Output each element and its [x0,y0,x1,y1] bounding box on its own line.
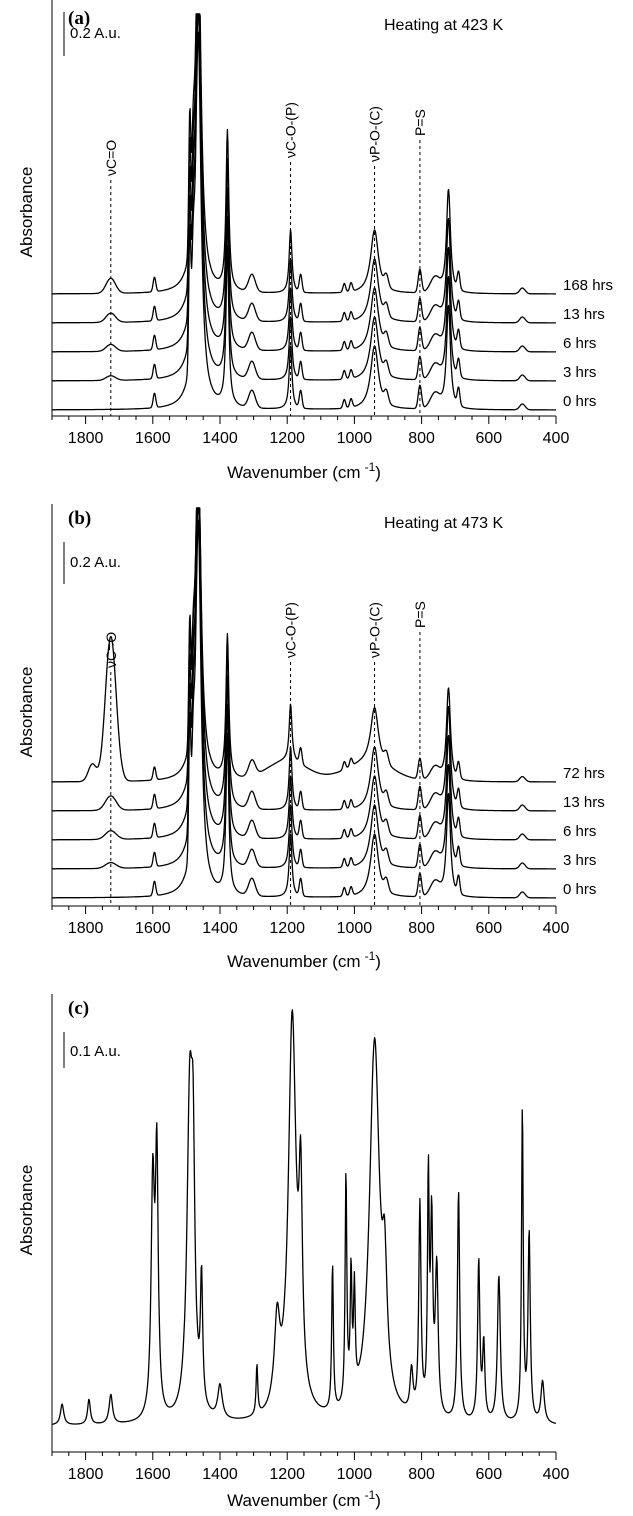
panel-a-x-tick-label: 1200 [269,430,305,447]
panel-b-x-tick-label: 1400 [202,920,238,937]
panel-b-ylabel: Absorbance [17,667,36,758]
panel-c-x-tick-label: 1400 [202,1466,238,1483]
panel-b-marker-label: νC=O [103,632,119,668]
panel-b-x-tick-label: 1600 [135,920,171,937]
panel-b-spectrum [51,519,557,899]
panel-a-marker-label: P=S [412,109,428,136]
panel-b-label: (b) [68,508,91,529]
panel-b-x-tick-label: 1200 [269,920,305,937]
panel-a-scale-bar: 0.2 A.u. [63,12,121,56]
panel-b-marker-label: P=S [412,601,428,628]
panel-b-spectrum [51,507,557,812]
panel-b: (b) Heating at 473 K Absorbance 0.2 A.u.… [17,504,605,971]
panel-c-scale-bar: 0.1 A.u. [63,1032,121,1068]
panel-c-xlabel: Wavenumber (cm -1) [227,1488,381,1510]
panel-a-markers: νC=O νC-O-(P) νP-O-(C) P=S [103,102,428,416]
panel-b-spectrum [51,507,557,783]
panel-b-xlabel-sup: -1 [365,949,376,963]
panel-a-spectrum [51,13,557,353]
panel-a-x-tick-label: 1000 [337,430,373,447]
panel-b-x-tick-label: 400 [543,920,570,937]
panel-c-x-tick-label: 400 [543,1466,570,1483]
panel-a-xlabel-close: ) [375,463,381,482]
panel-a-title: Heating at 423 K [384,17,504,34]
panel-a-xlabel-sup: -1 [365,460,376,474]
panel-a-spectrum [51,13,557,382]
panel-b-spectrum [51,507,557,870]
panel-b-axes [51,504,556,907]
panel-c-ylabel: Absorbance [17,1165,36,1256]
panel-a-ylabel: Absorbance [17,167,36,258]
panel-a: (a) Heating at 423 K Absorbance 0.2 A.u.… [17,0,613,482]
panel-c-x-tick-label: 1000 [337,1466,373,1483]
panel-b-series-label: 6 hrs [563,823,596,840]
panel-c-axes [51,994,556,1453]
panel-a-label: (a) [68,8,90,29]
panel-a-marker-label: νC=O [103,140,119,176]
panel-a-xlabel-main: Wavenumber (cm [227,463,361,482]
panel-a-x-tick-label: 800 [408,430,435,447]
panel-b-series-labels: 0 hrs 3 hrs 6 hrs 13 hrs 72 hrs [563,765,605,898]
panel-a-x-tick-label: 1600 [135,430,171,447]
panel-b-xlabel: Wavenumber (cm -1) [227,949,381,971]
panel-a-spectrum [51,13,557,295]
panel-a-xlabel: Wavenumber (cm -1) [227,460,381,482]
panel-a-x-ticks: 1800 1600 1400 1200 1000 800 600 400 [51,416,570,447]
panel-c-scale-bar-label: 0.1 A.u. [70,1043,121,1060]
panel-a-series-labels: 0 hrs 3 hrs 6 hrs 13 hrs 168 hrs [563,277,613,410]
panel-a-marker-label: νP-O-(C) [367,106,383,162]
panel-b-x-ticks: 1800 1600 1400 1200 1000 800 600 400 [51,906,570,937]
panel-c-x-tick-label: 1800 [68,1466,104,1483]
panel-a-x-tick-label: 1800 [68,430,104,447]
panel-a-x-tick-label: 600 [475,430,502,447]
panel-a-axes [51,0,556,417]
panel-b-scale-bar-label: 0.2 A.u. [70,554,121,571]
panel-b-xlabel-main: Wavenumber (cm [227,952,361,971]
panel-c-label: (c) [68,998,89,1019]
panel-c-spectra [51,1009,557,1426]
panel-a-marker-label: νC-O-(P) [283,102,299,158]
panel-b-x-tick-label: 1800 [68,920,104,937]
panel-b-series-label: 3 hrs [563,852,596,869]
panel-b-series-label: 72 hrs [563,765,605,782]
panel-c-x-tick-label: 1200 [269,1466,305,1483]
panel-a-x-tick-label: 400 [543,430,570,447]
panel-a-scale-bar-label: 0.2 A.u. [70,25,121,42]
panel-a-x-tick-label: 1400 [202,430,238,447]
panel-b-marker-label: νP-O-(C) [367,602,383,658]
panel-b-title: Heating at 473 K [384,515,504,532]
panel-b-spectra [51,507,557,899]
panel-a-series-label: 3 hrs [563,364,596,381]
panel-c-x-ticks: 1800 1600 1400 1200 1000 800 600 400 [51,1452,570,1483]
panel-a-series-label: 0 hrs [563,393,596,410]
panel-a-series-label: 6 hrs [563,335,596,352]
panel-c-x-tick-label: 1600 [135,1466,171,1483]
panel-c-x-tick-label: 600 [475,1466,502,1483]
panel-a-spectrum [51,31,557,411]
panel-b-xlabel-close: ) [375,952,381,971]
panel-c-x-tick-label: 800 [408,1466,435,1483]
panel-c-xlabel-close: ) [375,1491,381,1510]
panel-c-xlabel-main: Wavenumber (cm [227,1491,361,1510]
panel-a-spectra [51,13,557,411]
panel-a-series-label: 13 hrs [563,306,605,323]
panel-b-x-tick-label: 600 [475,920,502,937]
panel-b-series-label: 13 hrs [563,794,605,811]
panel-b-x-tick-label: 1000 [337,920,373,937]
panel-b-series-label: 0 hrs [563,881,596,898]
panel-b-scale-bar: 0.2 A.u. [63,542,121,584]
panel-c: (c) Absorbance 0.1 A.u. 1800 1600 1400 1200… [17,994,569,1510]
panel-b-x-tick-label: 800 [408,920,435,937]
panel-c-spectrum [51,1009,557,1426]
panel-b-marker-label: νC-O-(P) [283,602,299,658]
panel-b-spectrum [51,507,557,841]
panel-a-spectrum [51,13,557,324]
panel-c-xlabel-sup: -1 [365,1488,376,1502]
panel-a-series-label: 168 hrs [563,277,613,294]
